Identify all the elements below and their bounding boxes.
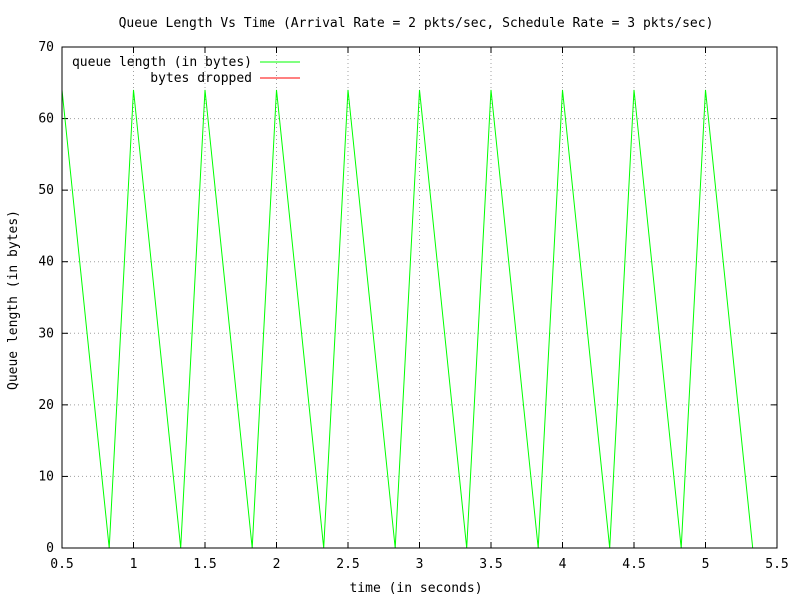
axis-ticks: 0.5 1 1.5 2 2.5 3 3.5 4 4.5 5 5.5 0 10 20 30 40 50 60 70 [38,40,788,572]
legend-label: bytes dropped [150,71,252,86]
legend-label: queue length (in bytes) [72,55,252,70]
x-tick-label: 4.5 [622,557,645,572]
x-tick-label: 3.5 [479,557,502,572]
x-tick-label: 4 [559,557,567,572]
series-line [61,89,754,549]
plot-frame [61,46,778,549]
x-tick-label: 5 [702,557,710,572]
x-tick-label: 2 [273,557,281,572]
x-tick-label: 3 [416,557,424,572]
x-tick-label: 1 [130,557,138,572]
x-tick-label: 1.5 [193,557,216,572]
y-tick-label: 20 [38,398,54,413]
y-tick-label: 30 [38,326,54,341]
y-tick-label: 50 [38,183,54,198]
y-axis-label: Queue length (in bytes) [6,210,21,390]
x-tick-label: 5.5 [765,557,788,572]
x-tick-label: 0.5 [50,557,73,572]
chart-title: Queue Length Vs Time (Arrival Rate = 2 p… [119,16,714,31]
y-tick-label: 10 [38,469,54,484]
x-tick-label: 2.5 [336,557,359,572]
y-tick-label: 60 [38,112,54,127]
y-tick-label: 0 [46,541,54,556]
grid-lines [62,47,777,548]
x-axis-label: time (in seconds) [349,581,482,596]
y-tick-label: 70 [38,40,54,55]
legend: queue length (in bytes)bytes dropped [72,55,300,86]
y-tick-label: 40 [38,255,54,270]
plot-area [61,89,754,549]
